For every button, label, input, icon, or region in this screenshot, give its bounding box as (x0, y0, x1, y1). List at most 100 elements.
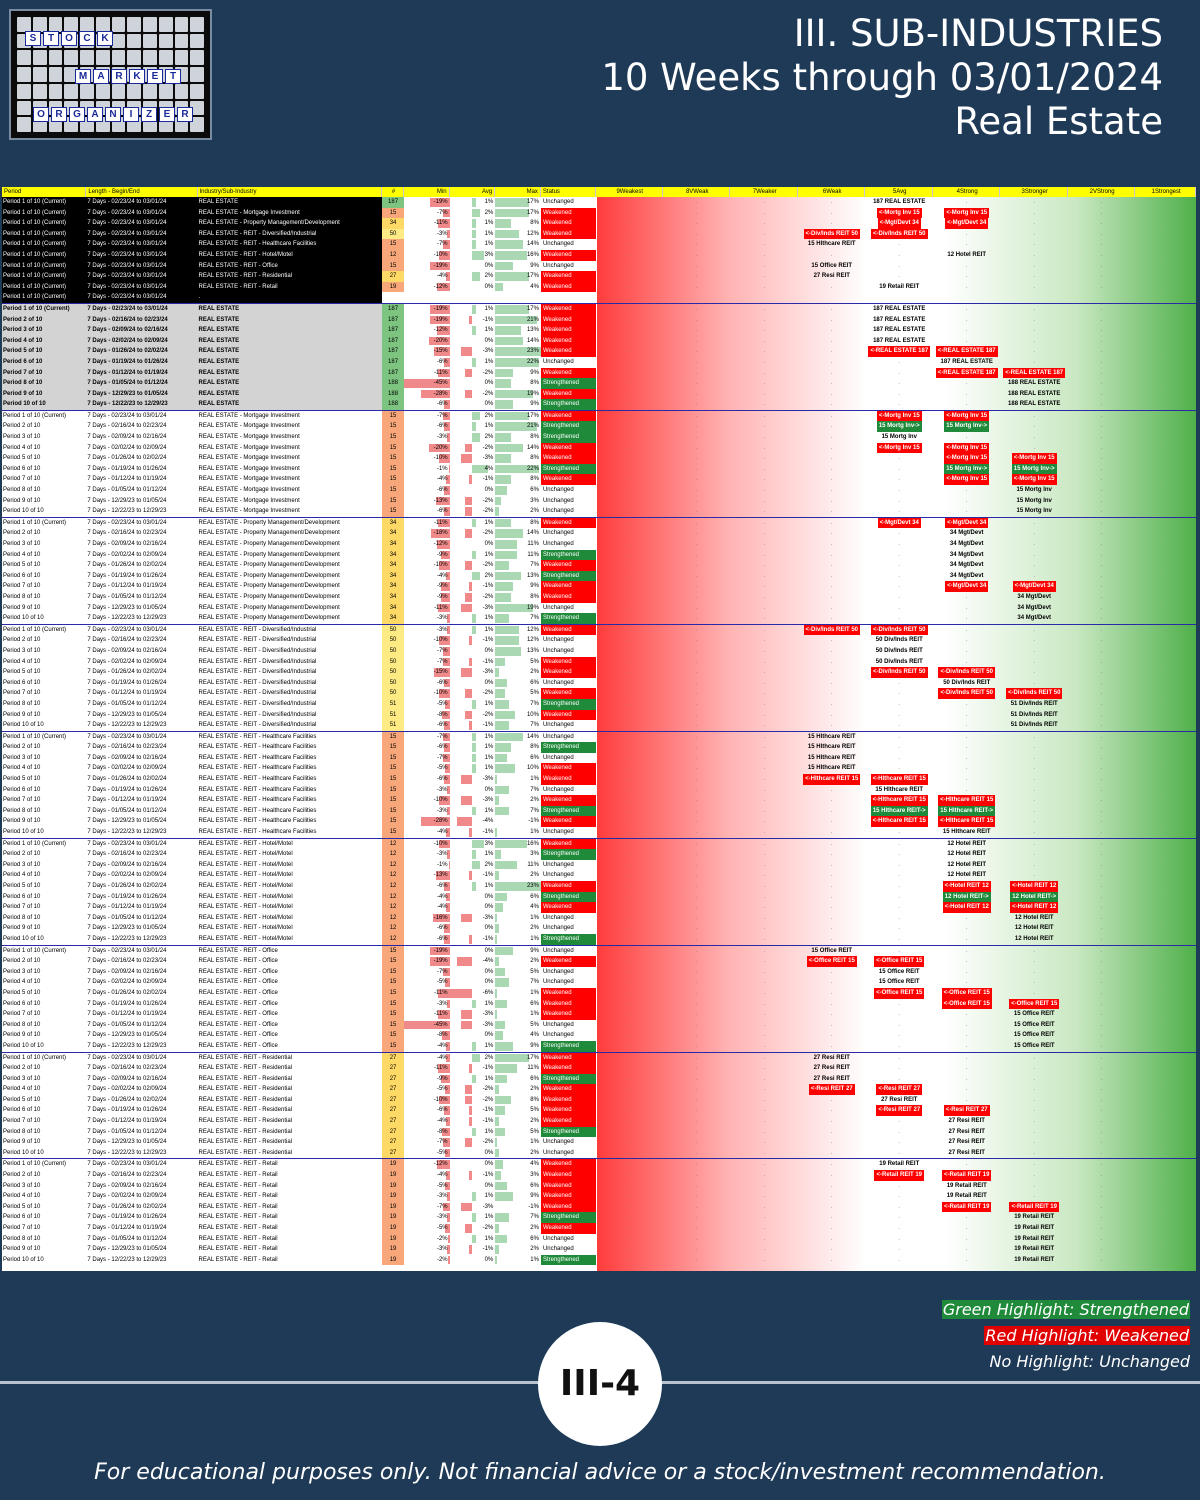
max-value: 16% (526, 840, 539, 847)
min-value: -2% (436, 1235, 448, 1242)
max-bar (495, 443, 524, 453)
max-value: 13% (526, 572, 539, 579)
avg-cell: -2% (450, 688, 496, 699)
zone-cell-7: . (731, 657, 798, 668)
length-cell: 7 Days - 01/26/24 to 02/02/24 (87, 669, 167, 676)
zone-cell-9: . (596, 453, 663, 464)
min-value: -5% (436, 1149, 448, 1156)
column-header[interactable]: Length - Begin/End (86, 187, 198, 197)
table-row: Period 4 of 10 7 Days - 02/02/24 to 02/09… (2, 1191, 1196, 1202)
zone-cell-6: . (798, 806, 865, 817)
count-cell: 34 (382, 560, 404, 571)
column-header[interactable]: 3Stronger (1000, 187, 1068, 197)
industry-cell: REAL ESTATE - Property Management/Develo… (198, 562, 340, 569)
table-row: Period 1 of 10 (Current) 7 Days - 02/23/2… (2, 302, 1196, 315)
status-badge: Weakened (540, 388, 596, 400)
min-cell: -3% (404, 999, 450, 1010)
max-bar (495, 850, 502, 859)
zone-cell-9: . (596, 902, 663, 913)
column-header[interactable]: 1Strongest (1135, 187, 1196, 197)
column-header[interactable]: 7Weaker (730, 187, 798, 197)
zone-cell-9: . (596, 839, 663, 850)
empty-marker: . (1033, 1075, 1036, 1082)
empty-marker: . (965, 199, 968, 205)
zone-cell-5: . (866, 464, 933, 475)
empty-marker: . (1164, 776, 1167, 783)
sub-industry-marker: <-Div/Inds REIT 50 (803, 624, 861, 636)
max-value: 3% (530, 1172, 539, 1179)
zone-cell-8: . (663, 581, 730, 592)
min-value: -6% (436, 1107, 448, 1114)
empty-marker: . (628, 1086, 631, 1093)
min-cell: -4% (404, 827, 450, 838)
column-header[interactable]: Max (495, 187, 541, 197)
empty-marker: . (1164, 348, 1167, 355)
zone-cell-2: . (1068, 399, 1135, 410)
min-cell: -4% (404, 474, 450, 485)
empty-marker: . (830, 305, 833, 312)
status-badge: Weakened (540, 1201, 596, 1213)
zone-cell-5: . (866, 550, 933, 561)
count-cell: 34 (382, 570, 404, 582)
avg-value: 1% (484, 1214, 494, 1221)
empty-marker: . (695, 220, 698, 227)
empty-marker: . (965, 615, 968, 622)
zone-cell-8: . (663, 485, 730, 496)
empty-marker: . (898, 1032, 901, 1039)
empty-marker: . (898, 1075, 901, 1082)
count-cell: 19 (382, 1254, 404, 1266)
status-badge: Weakened (540, 838, 596, 850)
zone-cell-6: . (798, 1234, 865, 1245)
min-value: -15% (433, 669, 448, 676)
zone-cell-3: . (1000, 806, 1067, 817)
length-cell: 7 Days - 12/22/23 to 12/29/23 (87, 829, 167, 836)
max-bar (495, 1234, 508, 1244)
empty-marker: . (965, 1256, 968, 1263)
zone-cell-1: . (1135, 571, 1196, 582)
table-row: Period 4 of 10 7 Days - 02/02/24 to 02/09… (2, 977, 1196, 988)
logo-tile (158, 33, 173, 49)
period-cell: Period 3 of 10 (3, 434, 41, 441)
zone-cell-8: . (663, 315, 730, 326)
period-cell: Period 5 of 10 (3, 1096, 41, 1103)
column-header[interactable]: 6Weak (798, 187, 866, 197)
column-header[interactable]: # (382, 187, 404, 197)
column-header[interactable]: 9Weakest (596, 187, 663, 197)
min-cell: -28% (404, 816, 450, 827)
zone-cell-5: . (866, 742, 933, 753)
avg-cell: 1% (450, 763, 496, 774)
industry-cell: REAL ESTATE - REIT - Healthcare Faciliti… (198, 733, 317, 740)
empty-marker: . (830, 647, 833, 654)
column-header[interactable]: 8VWeak (663, 187, 731, 197)
max-cell: 2% (495, 1116, 541, 1127)
avg-cell: -1% (450, 1244, 496, 1255)
empty-marker: . (695, 508, 698, 515)
empty-marker: . (763, 251, 766, 258)
column-header[interactable]: Status (541, 187, 596, 197)
empty-marker: . (830, 1161, 833, 1168)
zone-cell-9: . (596, 1191, 663, 1202)
column-header[interactable]: 4Strong (933, 187, 1001, 197)
zone-cell-4: <-Mortg Inv 15 (933, 442, 1000, 454)
column-header[interactable]: Period (2, 187, 87, 197)
min-cell: -8% (404, 1030, 450, 1041)
column-header[interactable]: 5Avg (865, 187, 933, 197)
zone-cell-9: . (596, 1255, 663, 1266)
max-bar (495, 785, 510, 795)
min-value: -6% (436, 401, 448, 408)
column-header[interactable]: Industry/Sub-Industry (198, 187, 383, 197)
empty-marker: . (1100, 754, 1103, 761)
table-row: Period 1 of 10 (Current) 7 Days - 02/23/2… (2, 623, 1196, 636)
column-header[interactable]: 2VStrong (1068, 187, 1136, 197)
column-header[interactable]: Min (404, 187, 450, 197)
zone-cell-1: . (1135, 1137, 1196, 1148)
empty-marker: . (830, 541, 833, 547)
avg-bar (472, 625, 477, 635)
column-header[interactable]: Avg (450, 187, 496, 197)
avg-value: 1% (484, 358, 494, 365)
min-bar (439, 636, 450, 645)
zone-cell-1: . (1135, 892, 1196, 903)
zone-cell-5: . (866, 1041, 933, 1052)
avg-value: 0% (484, 786, 494, 793)
zone-cell-2: . (1068, 1053, 1135, 1064)
